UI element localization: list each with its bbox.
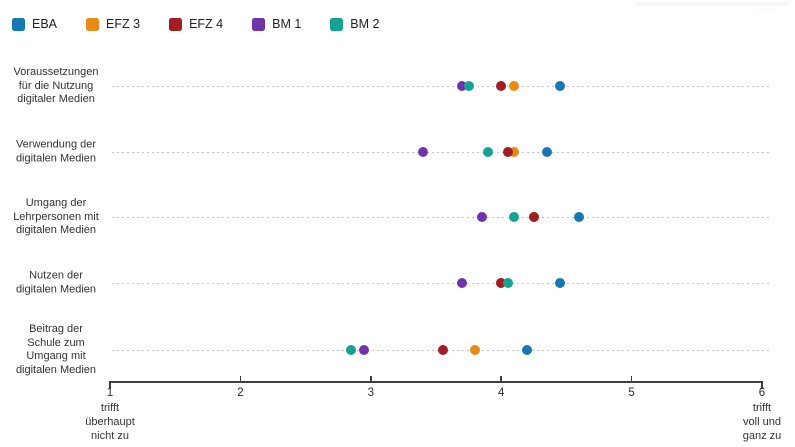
legend-item-eba[interactable]: EBA bbox=[12, 17, 57, 31]
data-point-eba[interactable] bbox=[554, 81, 565, 91]
legend-swatch-bm2 bbox=[330, 17, 344, 31]
data-point-bm-1[interactable] bbox=[457, 278, 468, 288]
x-axis-max-label: trifft voll und ganz zu bbox=[742, 402, 782, 442]
category-label: Umgang der Lehrpersonen mit digitalen Me… bbox=[13, 196, 99, 236]
x-axis-tick-label: 1 bbox=[106, 387, 114, 399]
legend-swatch-bm1 bbox=[252, 17, 266, 31]
legend-label-efz4: EFZ 4 bbox=[189, 17, 224, 31]
legend: EBA EFZ 3 EFZ 4 BM 1 BM 2 bbox=[12, 17, 379, 31]
data-point-bm-2[interactable] bbox=[463, 81, 474, 91]
data-point-eba[interactable] bbox=[522, 345, 533, 355]
category-gridline bbox=[112, 152, 772, 153]
data-point-efz-3[interactable] bbox=[509, 81, 520, 91]
legend-label-bm1: BM 1 bbox=[272, 17, 302, 31]
legend-swatch-efz4 bbox=[169, 17, 183, 31]
legend-label-eba: EBA bbox=[32, 17, 58, 31]
legend-item-efz4[interactable]: EFZ 4 bbox=[169, 17, 223, 31]
top-right-artifact-smudge bbox=[757, 8, 777, 12]
legend-label-efz3: EFZ 3 bbox=[106, 17, 141, 31]
x-axis-tick bbox=[239, 376, 242, 381]
data-point-bm-2[interactable] bbox=[509, 212, 520, 222]
x-axis-tick-label: 6 bbox=[758, 387, 766, 399]
data-point-efz-4[interactable] bbox=[528, 212, 539, 222]
x-axis-line bbox=[110, 381, 763, 383]
data-point-efz-4[interactable] bbox=[496, 81, 507, 91]
legend-swatch-eba bbox=[12, 17, 25, 31]
data-point-efz-3[interactable] bbox=[509, 147, 520, 157]
x-axis-tick-label: 3 bbox=[367, 387, 374, 399]
category-gridline bbox=[112, 283, 772, 284]
x-axis-tick bbox=[109, 381, 111, 389]
legend-item-bm1[interactable]: BM 1 bbox=[252, 17, 301, 31]
data-point-efz-4[interactable] bbox=[437, 345, 448, 355]
x-axis-tick bbox=[630, 376, 633, 381]
data-point-efz-4[interactable] bbox=[496, 278, 507, 288]
category-gridline bbox=[112, 86, 772, 87]
data-point-bm-1[interactable] bbox=[417, 147, 428, 157]
x-axis-tick bbox=[500, 376, 502, 381]
x-axis-tick-label: 2 bbox=[237, 387, 244, 399]
data-point-eba[interactable] bbox=[541, 147, 552, 157]
legend-label-bm2: BM 2 bbox=[350, 17, 380, 31]
category-label: Voraussetzungen für die Nutzung digitale… bbox=[13, 65, 99, 105]
x-axis-tick bbox=[761, 381, 763, 389]
category-label: Beitrag der Schule zum Umgang mit digita… bbox=[15, 323, 97, 376]
data-point-bm-2[interactable] bbox=[502, 278, 513, 288]
data-point-bm-2[interactable] bbox=[483, 147, 494, 157]
data-point-bm-1[interactable] bbox=[359, 345, 370, 355]
data-point-bm-1[interactable] bbox=[457, 81, 468, 91]
x-axis-tick bbox=[370, 376, 372, 381]
legend-item-efz3[interactable]: EFZ 3 bbox=[86, 17, 140, 31]
legend-item-bm2[interactable]: BM 2 bbox=[330, 17, 379, 31]
legend-swatch-efz3 bbox=[86, 17, 100, 31]
data-point-efz-4[interactable] bbox=[502, 147, 513, 157]
category-gridline bbox=[112, 217, 772, 218]
x-axis-min-label: trifft überhaupt nicht zu bbox=[85, 402, 135, 442]
data-point-eba[interactable] bbox=[574, 212, 585, 222]
data-point-bm-1[interactable] bbox=[476, 212, 487, 222]
category-label: Verwendung der digitalen Medien bbox=[15, 138, 97, 165]
data-point-bm-2[interactable] bbox=[346, 345, 357, 355]
x-axis-tick-label: 4 bbox=[497, 387, 505, 399]
x-axis-tick-label: 5 bbox=[628, 387, 635, 399]
data-point-eba[interactable] bbox=[554, 278, 565, 288]
category-label: Nutzen der digitalen Medien bbox=[15, 269, 97, 296]
top-right-artifact-bar bbox=[636, 1, 790, 6]
data-point-efz-3[interactable] bbox=[470, 345, 481, 355]
